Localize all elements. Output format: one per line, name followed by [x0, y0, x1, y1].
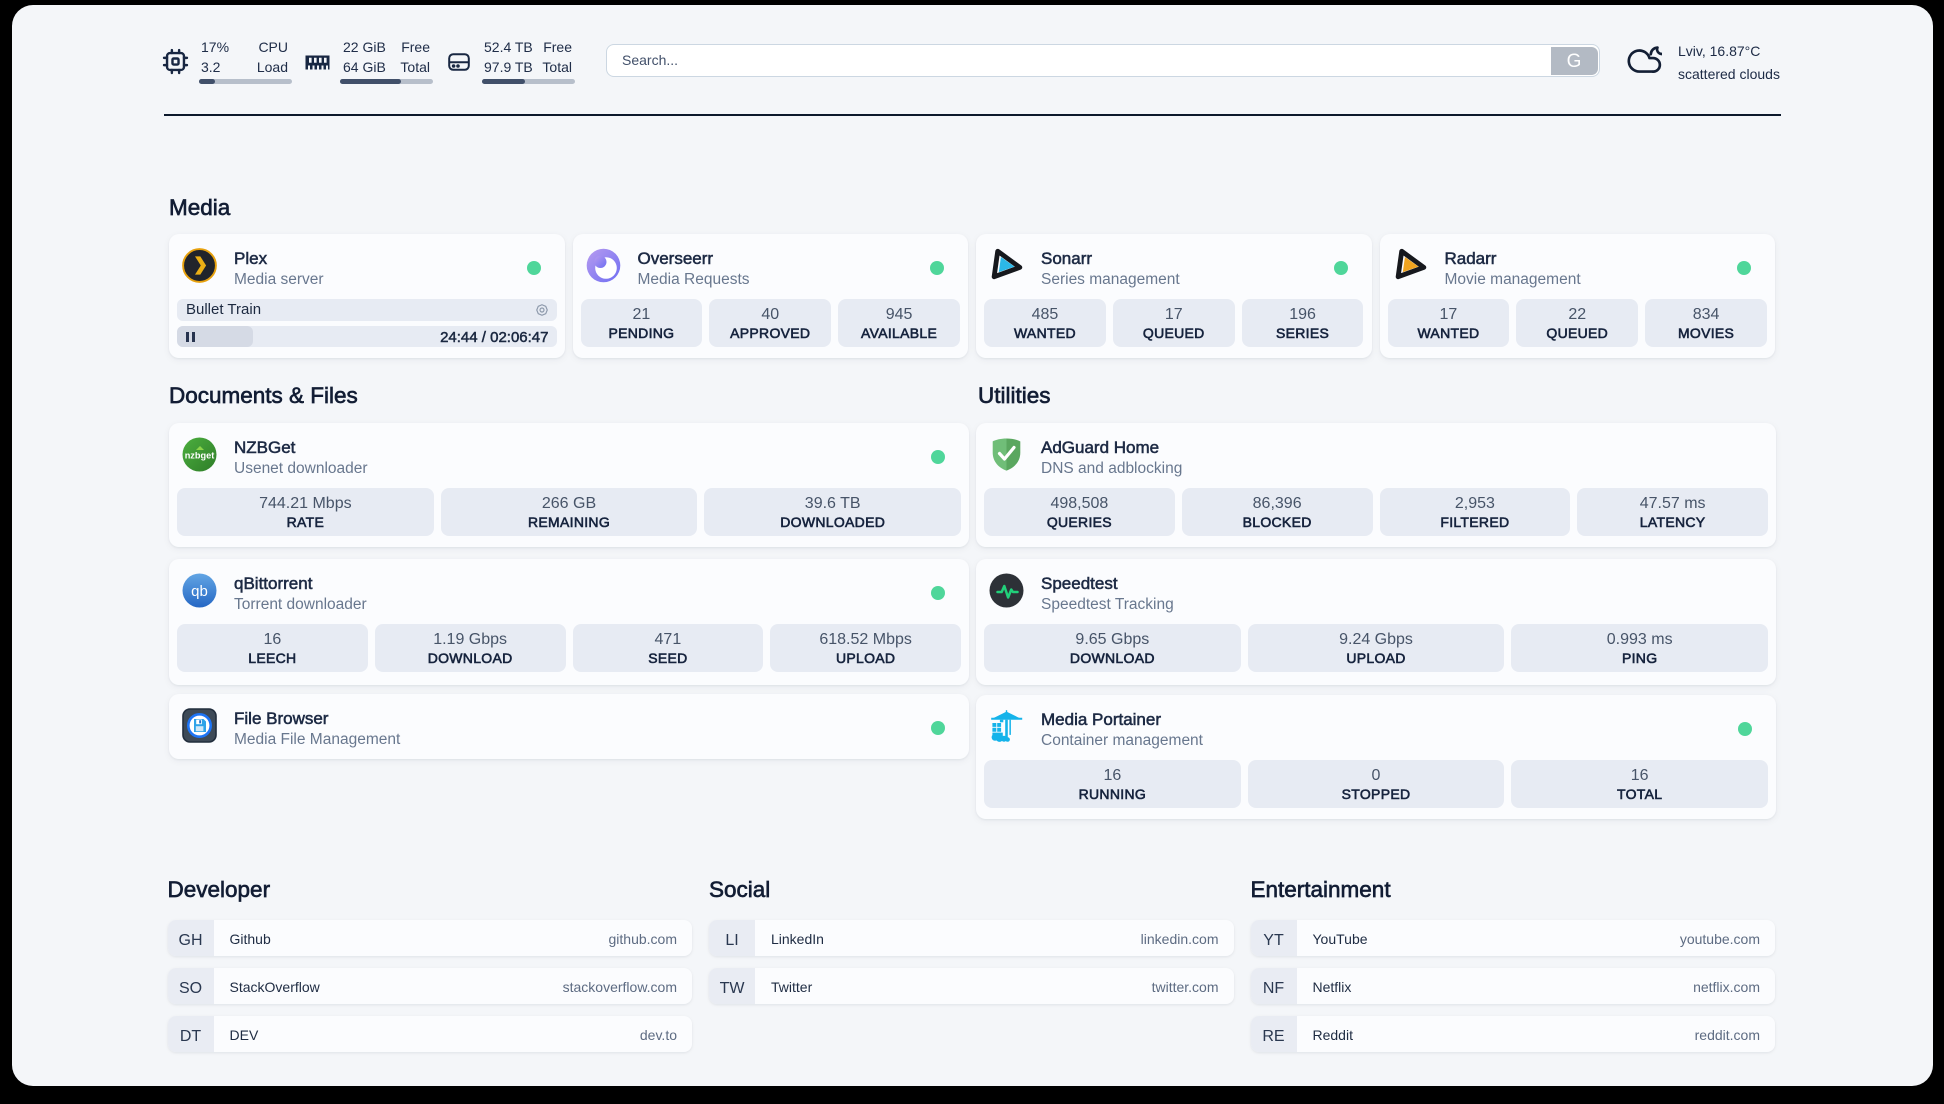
svg-text:nzbget: nzbget [185, 451, 215, 461]
svg-text:qb: qb [191, 583, 208, 600]
